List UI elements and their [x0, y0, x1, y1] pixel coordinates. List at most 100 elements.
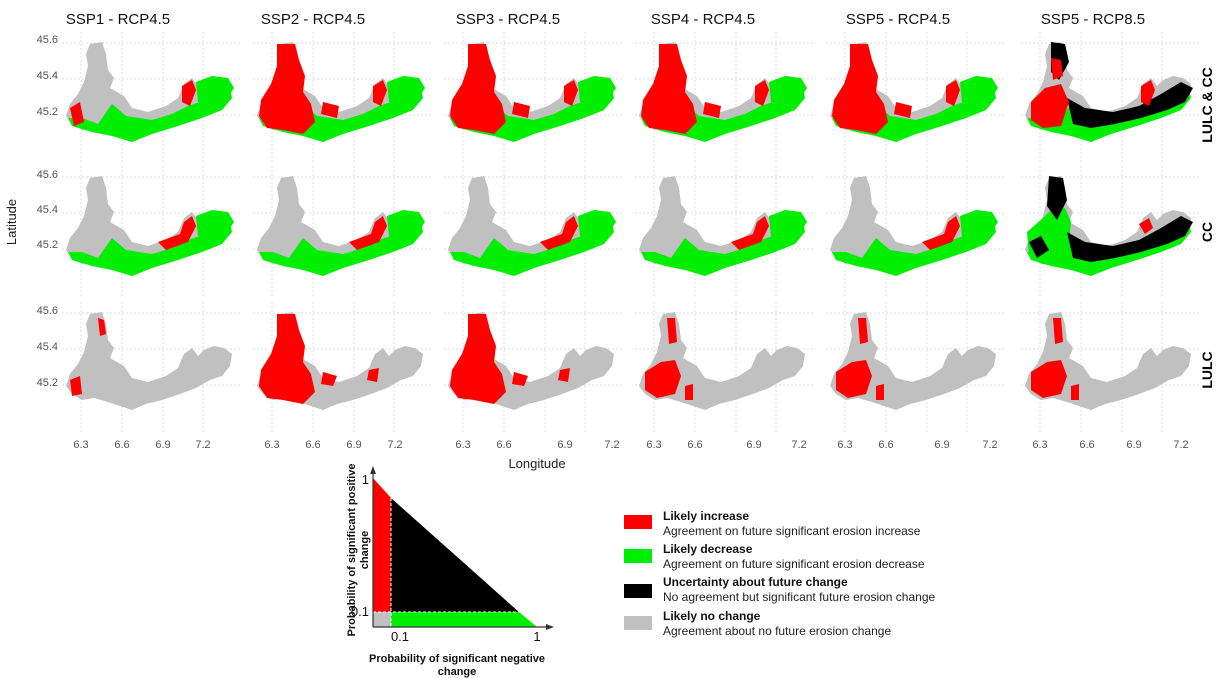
map-panel	[1021, 302, 1201, 432]
map-panel	[444, 32, 624, 162]
uncertain-region	[1029, 236, 1049, 258]
map-panel	[62, 32, 242, 162]
increase-region	[373, 80, 387, 106]
decrease-region	[450, 222, 614, 276]
x-tick-label: 6.3	[1032, 439, 1047, 451]
x-tick-label: 7.2	[982, 439, 997, 451]
triangle-uncertain-region	[391, 498, 519, 612]
map-panel	[62, 302, 242, 432]
x-tick-label: 6.9	[746, 439, 761, 451]
legend-item-increase: Likely increase Agreement on future sign…	[624, 509, 921, 538]
legend-title: Likely decrease	[663, 542, 753, 556]
increase-region	[876, 384, 884, 400]
color-legend: Likely increase Agreement on future sign…	[624, 509, 935, 638]
y-tick-label: 45.2	[37, 239, 58, 251]
legend-desc: Agreement about no future erosion change	[663, 624, 891, 638]
legend-swatch	[624, 584, 652, 598]
decrease-region	[196, 210, 234, 240]
triangle-x-tick: 1	[533, 629, 540, 644]
basin-outline	[1025, 312, 1191, 410]
row-label-lulc-cc: LULC & CC	[1199, 67, 1215, 142]
y-tick-label: 45.6	[37, 34, 58, 46]
increase-region	[512, 102, 530, 118]
x-tick-label: 6.6	[687, 439, 702, 451]
x-tick-label: 6.3	[264, 439, 279, 451]
arrow-up-icon	[370, 466, 376, 474]
increase-region	[946, 80, 960, 106]
x-tick-label: 7.2	[1173, 439, 1188, 451]
legend-desc: No agreement but significant future eros…	[663, 590, 935, 604]
map-panel	[1021, 166, 1201, 296]
legend-swatch	[624, 616, 652, 630]
decrease-region	[259, 222, 423, 276]
increase-region	[70, 102, 84, 126]
increase-region	[922, 216, 960, 250]
map-panel	[62, 166, 242, 296]
map-panel	[826, 166, 1006, 296]
x-tick-label: 6.9	[934, 439, 949, 451]
x-tick-label: 6.6	[305, 439, 320, 451]
probability-triangle-legend: 1 0.1 0.1 1 Probability of significant p…	[346, 464, 554, 678]
increase-region	[1051, 58, 1063, 80]
legend-item-decrease: Likely decrease Agreement on future sign…	[624, 542, 925, 571]
increase-region	[1031, 84, 1069, 128]
increase-region	[731, 216, 769, 250]
increase-region	[755, 80, 769, 106]
map-panel	[253, 32, 433, 162]
increase-region	[832, 44, 888, 134]
increase-region	[259, 44, 315, 134]
legend-item-nochange: Likely no change Agreement about no futu…	[624, 609, 891, 638]
map-panel	[1021, 32, 1201, 162]
column-title: SSP4 - RCP4.5	[651, 11, 755, 28]
legend-title: Likely no change	[663, 609, 761, 623]
row-label-lulc: LULC	[1199, 351, 1215, 388]
decrease-region	[196, 76, 234, 106]
y-tick-label: 45.6	[37, 305, 58, 317]
uncertain-region	[1067, 216, 1193, 262]
x-tick-label: 7.2	[387, 439, 402, 451]
x-tick-label: 7.2	[195, 439, 210, 451]
decrease-region	[1027, 222, 1191, 276]
x-tick-label: 6.6	[114, 439, 129, 451]
increase-region	[703, 102, 721, 118]
y-axis-title: Latitude	[4, 199, 19, 245]
triangle-nochange-cell	[373, 612, 391, 627]
x-tick-label: 6.9	[155, 439, 170, 451]
decrease-region	[832, 222, 996, 276]
decrease-region	[68, 88, 232, 142]
legend-desc: Agreement on future significant erosion …	[663, 524, 921, 538]
decrease-region	[960, 76, 998, 106]
decrease-region	[1027, 208, 1075, 266]
increase-region	[512, 372, 528, 386]
decrease-region	[641, 222, 805, 276]
column-titles: SSP1 - RCP4.5 SSP2 - RCP4.5 SSP3 - RCP4.…	[66, 11, 1145, 28]
increase-region	[1071, 384, 1079, 400]
increase-region	[367, 368, 379, 382]
increase-region	[645, 360, 681, 398]
increase-region	[858, 318, 868, 344]
x-tick-label: 6.6	[878, 439, 893, 451]
triangle-x-label: change	[438, 666, 477, 678]
decrease-region	[387, 76, 425, 106]
increase-region	[182, 80, 196, 106]
map-panel	[826, 302, 1006, 432]
arrow-right-icon	[546, 624, 554, 630]
increase-region	[349, 216, 387, 250]
triangle-increase-region	[373, 478, 391, 612]
increase-region	[450, 314, 506, 404]
map-panel	[635, 32, 815, 162]
uncertain-region	[1047, 176, 1067, 220]
map-panel	[253, 166, 433, 296]
x-tick-label: 6.9	[1126, 439, 1141, 451]
basin-outline	[639, 312, 805, 410]
column-title: SSP3 - RCP4.5	[456, 11, 560, 28]
decrease-region	[769, 76, 807, 106]
triangle-y-tick: 0.1	[351, 604, 369, 619]
increase-region	[259, 314, 315, 404]
increase-region	[70, 376, 82, 396]
increase-region	[158, 216, 196, 250]
legend-title: Uncertainty about future change	[663, 575, 848, 589]
x-tick-label: 6.6	[1079, 439, 1094, 451]
legend-swatch	[624, 515, 652, 529]
